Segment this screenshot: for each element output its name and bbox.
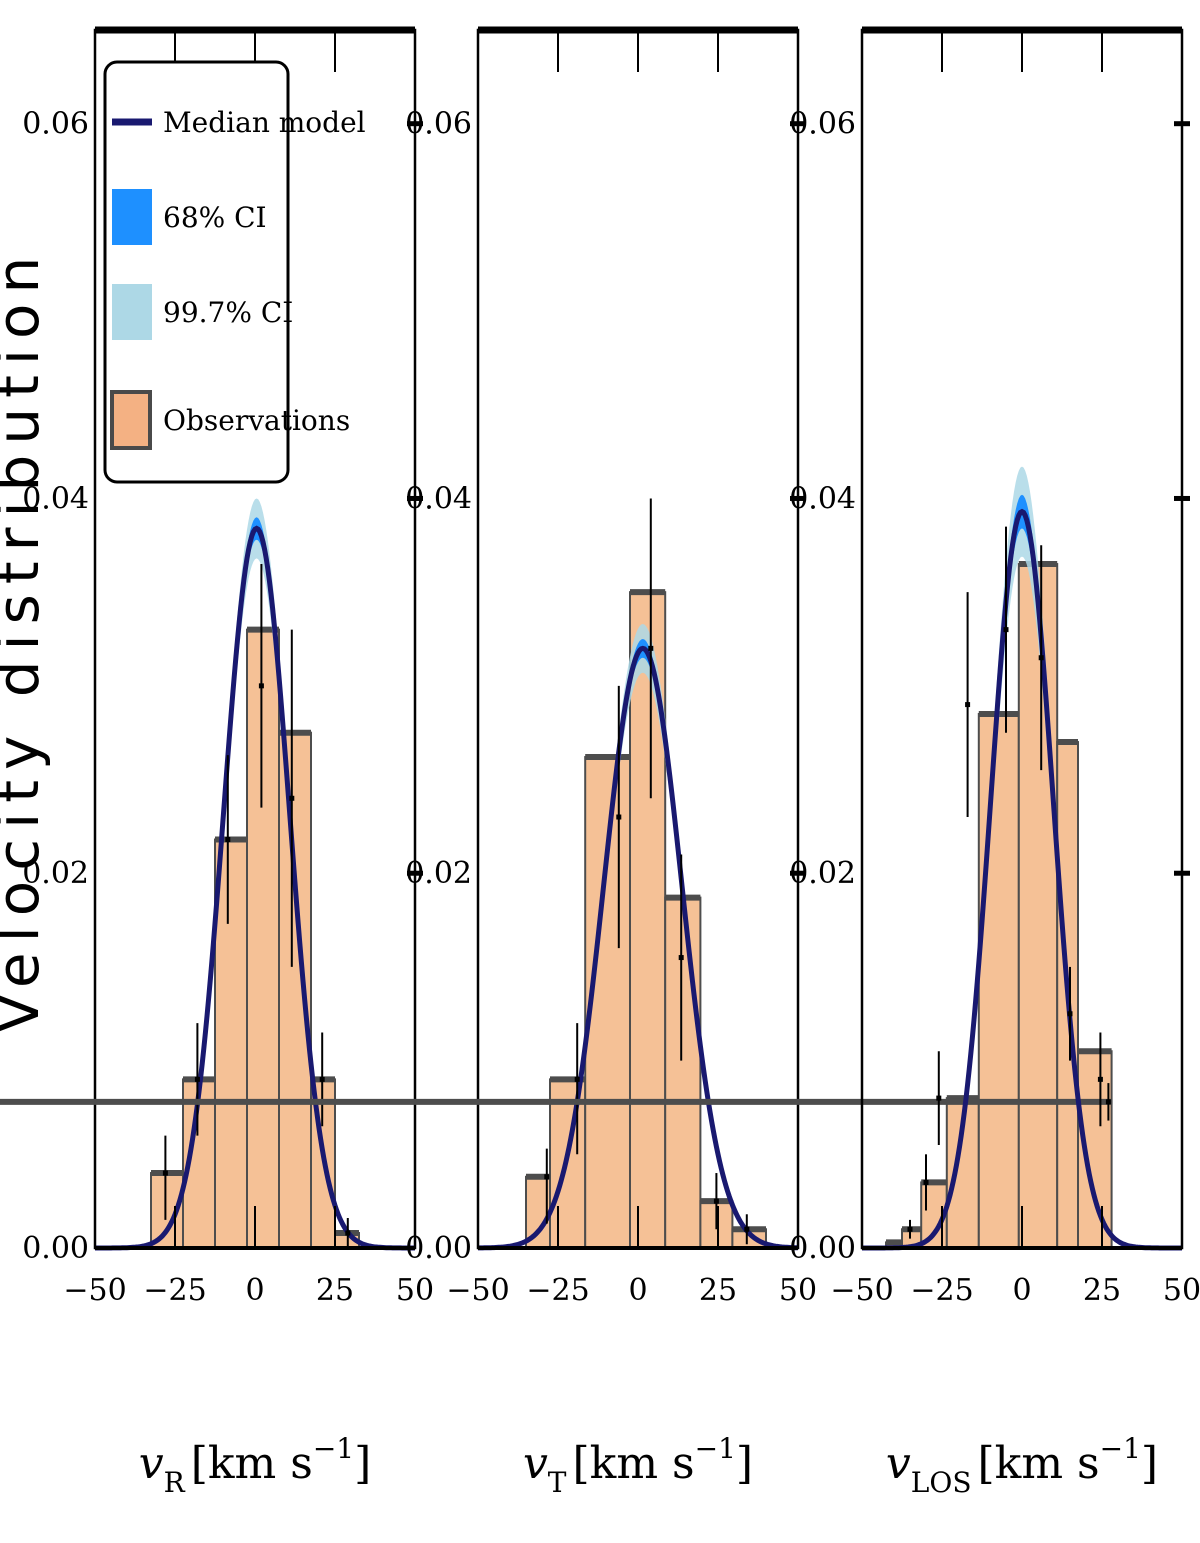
legend-label: 68% CI bbox=[163, 201, 267, 234]
x-tick-label: 0 bbox=[1012, 1273, 1031, 1308]
x-title-exp: −1 bbox=[695, 1432, 736, 1465]
y-tick-label: 0.02 bbox=[405, 856, 472, 891]
x-tick-label: 50 bbox=[396, 1273, 434, 1308]
panel-1: −50 −25 0 25 50 0.00 0.02 0.04 0.06 vR [km s−1] bbox=[22, 26, 434, 1499]
x-title-close: ] bbox=[736, 1438, 753, 1489]
x-title-unit: [km s bbox=[191, 1438, 313, 1489]
error-point bbox=[345, 1230, 351, 1236]
error-point bbox=[289, 795, 295, 801]
error-point bbox=[1038, 655, 1044, 661]
x-title-var: v bbox=[886, 1438, 911, 1489]
error-point bbox=[319, 1076, 325, 1082]
x-tick-label: −25 bbox=[526, 1273, 589, 1308]
error-point bbox=[1003, 627, 1009, 633]
hist-bar bbox=[214, 838, 248, 1249]
y-tick-label: 0.06 bbox=[405, 107, 472, 142]
error-point bbox=[1067, 1011, 1073, 1017]
error-point bbox=[678, 955, 684, 961]
x-title-var: v bbox=[139, 1438, 164, 1489]
hist-bar bbox=[977, 712, 1020, 1249]
y-tick-label: 0.06 bbox=[22, 107, 89, 142]
x-tick-label: 50 bbox=[1163, 1273, 1200, 1308]
x-title-unit: [km s bbox=[572, 1438, 694, 1489]
error-point bbox=[923, 1179, 929, 1185]
x-tick-label: −25 bbox=[910, 1273, 973, 1308]
error-point bbox=[965, 702, 971, 708]
error-point bbox=[907, 1226, 913, 1232]
x-tick-label: −50 bbox=[63, 1273, 126, 1308]
x-title-unit: [km s bbox=[978, 1438, 1100, 1489]
legend-label: Median model bbox=[163, 106, 366, 139]
figure-ylabel: Velocity distribution bbox=[0, 247, 52, 1034]
error-point bbox=[225, 837, 231, 843]
error-point bbox=[544, 1174, 550, 1180]
error-point bbox=[194, 1076, 200, 1082]
x-title-close: ] bbox=[1141, 1438, 1158, 1489]
error-point bbox=[1105, 1099, 1111, 1105]
x-tick-label: 25 bbox=[1083, 1273, 1121, 1308]
x-tick-label: 50 bbox=[779, 1273, 817, 1308]
error-point bbox=[616, 814, 622, 820]
y-tick-label: 0.00 bbox=[789, 1231, 856, 1266]
x-tick-label: 0 bbox=[628, 1273, 647, 1308]
x-tick-label: 25 bbox=[699, 1273, 737, 1308]
y-tick-label: 0.02 bbox=[22, 856, 89, 891]
x-title-var: v bbox=[523, 1438, 548, 1489]
hist-bar bbox=[246, 628, 280, 1249]
y-tick-label: 0.00 bbox=[22, 1231, 89, 1266]
error-point bbox=[162, 1170, 168, 1176]
x-title-sub: LOS bbox=[911, 1466, 972, 1499]
hist-bar bbox=[1017, 563, 1059, 1249]
x-title-exp: −1 bbox=[313, 1432, 354, 1465]
legend-hist-swatch bbox=[110, 390, 152, 450]
x-title-sub: T bbox=[548, 1466, 567, 1499]
error-point bbox=[744, 1226, 750, 1232]
y-tick-label: 0.04 bbox=[22, 481, 89, 516]
legend: Median model 68% CI 99.7% CI Observations bbox=[103, 60, 366, 484]
x-axis-title: vLOS [km s−1] bbox=[886, 1432, 1158, 1499]
median-model-line bbox=[95, 525, 415, 1251]
hist-bar bbox=[664, 896, 702, 1249]
x-axis-title: vR [km s−1] bbox=[139, 1432, 372, 1499]
x-tick-label: 25 bbox=[316, 1273, 354, 1308]
legend-box bbox=[103, 60, 290, 484]
y-tick-label: 0.04 bbox=[405, 481, 472, 516]
legend-label: Observations bbox=[163, 404, 350, 437]
median-model-line bbox=[862, 508, 1182, 1251]
x-tick-label: −50 bbox=[446, 1273, 509, 1308]
x-axis-title: vT [km s−1] bbox=[523, 1432, 753, 1499]
x-title-exp: −1 bbox=[1100, 1432, 1141, 1465]
y-tick-label: 0.00 bbox=[405, 1231, 472, 1266]
legend-ci-swatch bbox=[112, 284, 152, 340]
x-title-sub: R bbox=[164, 1466, 186, 1499]
x-tick-label: −25 bbox=[143, 1273, 206, 1308]
x-title-close: ] bbox=[354, 1438, 371, 1489]
y-tick-label: 0.02 bbox=[789, 856, 856, 891]
error-point bbox=[258, 683, 264, 689]
panel-2: −50 −25 0 25 50 0.00 0.02 0.04 0.06 vT [km s−1] bbox=[405, 26, 817, 1499]
y-tick-label: 0.06 bbox=[789, 107, 856, 142]
y-tick-label: 0.04 bbox=[789, 481, 856, 516]
error-point bbox=[936, 1095, 942, 1101]
x-tick-label: 0 bbox=[245, 1273, 264, 1308]
error-point bbox=[1097, 1076, 1103, 1082]
error-point bbox=[574, 1076, 580, 1082]
legend-ci-swatch bbox=[112, 189, 152, 245]
error-point bbox=[648, 645, 654, 651]
error-point bbox=[713, 1198, 719, 1204]
x-tick-label: −50 bbox=[830, 1273, 893, 1308]
legend-label: 99.7% CI bbox=[163, 296, 293, 329]
